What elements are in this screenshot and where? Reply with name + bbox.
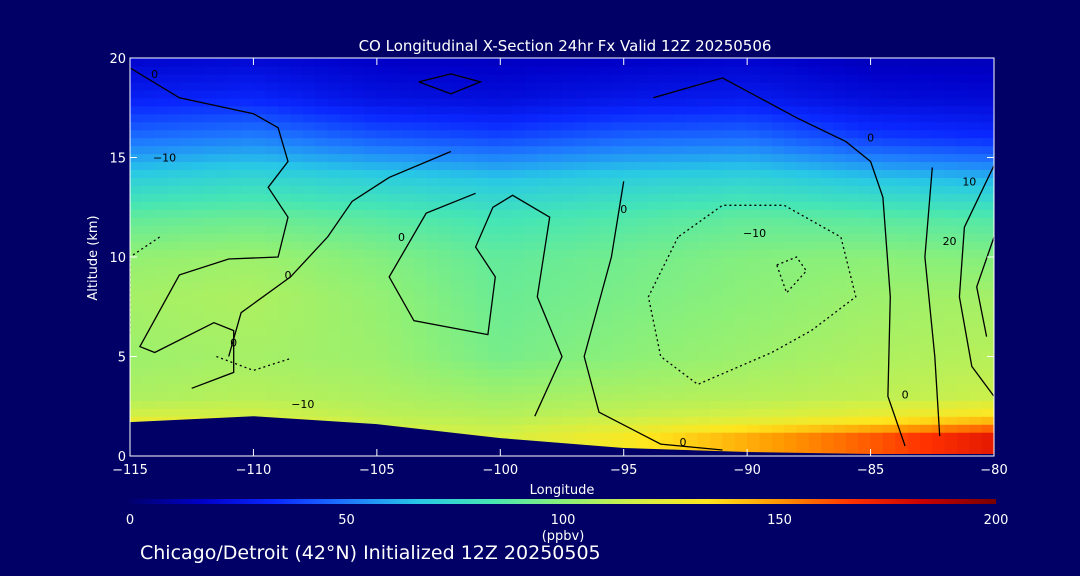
contour-label: 0: [620, 203, 627, 216]
contour-label: 0: [284, 269, 291, 282]
x-axis: −115 −110 −105 −100 −95 −90 −85 −80: [112, 58, 1008, 478]
x-tick-label: −80: [980, 463, 1007, 478]
x-tick-label: −105: [359, 463, 395, 478]
x-tick-label: −95: [610, 463, 637, 478]
chart-title: CO Longitudinal X-Section 24hr Fx Valid …: [359, 37, 772, 55]
colorbar: [130, 499, 996, 504]
colorbar-tick-label: 200: [984, 513, 1009, 528]
contour-label: 10: [962, 175, 976, 188]
contour-label: 0: [398, 231, 405, 244]
contour-label: 0: [679, 436, 686, 449]
x-tick-label: −90: [733, 463, 760, 478]
x-tick-label: −115: [112, 463, 148, 478]
footer-caption: Chicago/Detroit (42°N) Initialized 12Z 2…: [140, 542, 601, 564]
x-axis-label: Longitude: [530, 483, 595, 498]
y-tick-label: 20: [109, 52, 126, 67]
y-tick-label: 15: [109, 152, 126, 167]
terrain-mask: [130, 416, 994, 456]
contour-label: 0: [151, 68, 158, 81]
contour-label: −10: [291, 398, 314, 411]
x-tick-label: −110: [236, 463, 272, 478]
colorbar-tick-label: 0: [126, 513, 134, 528]
contour-label: −10: [743, 227, 766, 240]
colorbar-tick-label: 150: [767, 513, 792, 528]
contour-label: −10: [153, 151, 176, 164]
y-tick-label: 0: [118, 450, 126, 465]
contour-label: 0: [902, 388, 909, 401]
colorbar-tick-label: 50: [338, 513, 355, 528]
colorbar-ticks: 0 50 100 150 200: [126, 513, 1009, 528]
y-tick-label: 5: [118, 351, 126, 366]
contour-lines: 0 0 0 0 0 0 0 0 −10 −10 −10 10 20: [130, 67, 994, 451]
x-tick-label: −85: [857, 463, 884, 478]
colorbar-tick-label: 100: [551, 513, 576, 528]
contour-label: 20: [943, 235, 957, 248]
x-tick-label: −100: [482, 463, 518, 478]
y-axis: 0 5 10 15 20: [109, 52, 994, 465]
y-tick-label: 10: [109, 251, 126, 266]
contour-label: 0: [867, 132, 874, 145]
colorbar-label: (ppbv): [542, 529, 585, 544]
y-axis-label: Altitude (km): [86, 215, 101, 300]
contour-label: 0: [230, 337, 237, 350]
